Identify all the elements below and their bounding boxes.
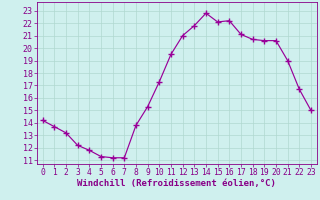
X-axis label: Windchill (Refroidissement éolien,°C): Windchill (Refroidissement éolien,°C) [77,179,276,188]
